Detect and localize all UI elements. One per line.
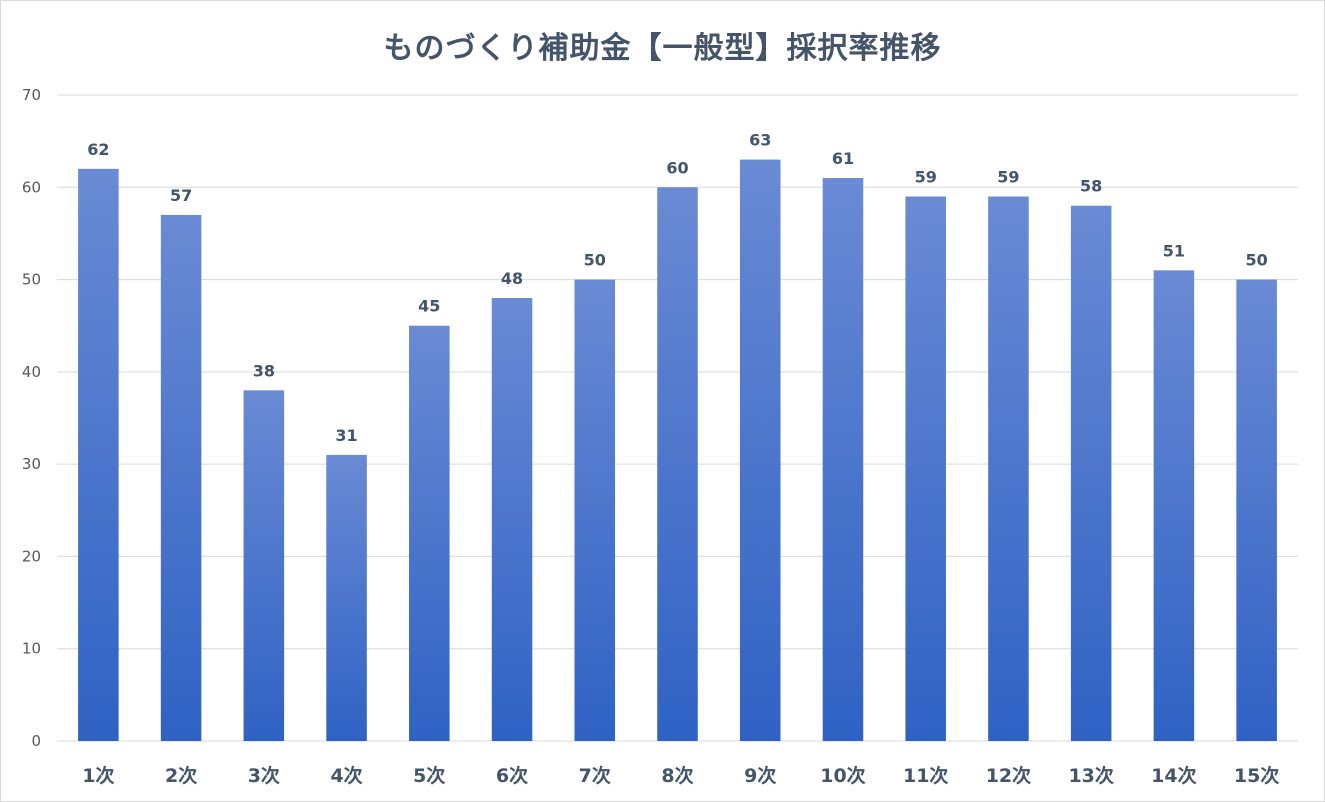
data-label: 38: [253, 361, 275, 380]
y-tick-label: 30: [22, 455, 41, 473]
x-category-label: 4次: [330, 764, 362, 787]
x-category-label: 5次: [413, 764, 445, 787]
data-label: 63: [749, 131, 771, 150]
y-tick-label: 10: [22, 640, 41, 658]
bar: [160, 214, 202, 741]
x-category-label: 3次: [248, 764, 280, 787]
data-label: 60: [666, 158, 688, 177]
y-axis-ticks: 0 10 20 30 40 50 60 70: [22, 86, 41, 750]
bar: [822, 178, 864, 742]
chart-title: ものづくり補助金【一般型】採択率推移: [383, 31, 942, 66]
bar: [905, 196, 946, 741]
bar: [326, 454, 367, 741]
bar: [1070, 205, 1112, 741]
x-category-label: 2次: [165, 764, 197, 787]
data-label: 45: [418, 297, 440, 316]
data-label: 31: [335, 426, 357, 445]
y-tick-label: 20: [22, 547, 41, 565]
y-tick-label: 70: [22, 86, 41, 104]
x-category-label: 10次: [820, 764, 865, 787]
bar: [409, 325, 450, 741]
x-category-label: 12次: [986, 764, 1031, 787]
y-tick-label: 40: [22, 363, 41, 381]
data-label: 51: [1163, 241, 1185, 260]
data-label: 57: [170, 186, 192, 205]
x-category-label: 7次: [579, 764, 611, 787]
bar: [491, 298, 533, 741]
x-category-label: 9次: [744, 764, 776, 787]
data-labels: 62 57 38 31 45 48 50 60 63 61 59 59 58 51 50: [87, 131, 1268, 445]
x-axis-categories: 1次 2次 3次 4次 5次 6次 7次 8次 9次 10次 11次 12次 13次 14次 15次: [82, 764, 1279, 787]
x-category-label: 6次: [496, 764, 528, 787]
data-label: 62: [87, 140, 109, 159]
x-category-label: 8次: [661, 764, 693, 787]
bar: [243, 390, 285, 741]
bar: [1153, 270, 1195, 741]
x-category-label: 15次: [1234, 764, 1279, 787]
x-category-label: 1次: [82, 764, 114, 787]
y-tick-label: 0: [31, 732, 41, 750]
data-label: 50: [584, 251, 606, 270]
x-category-label: 13次: [1068, 764, 1113, 787]
bars: [78, 159, 1277, 742]
x-category-label: 11次: [903, 764, 948, 787]
bar: [1236, 279, 1277, 741]
bar: [78, 168, 119, 742]
data-label: 48: [501, 269, 523, 288]
x-category-label: 14次: [1151, 764, 1196, 787]
data-label: 61: [832, 149, 854, 168]
data-label: 50: [1246, 251, 1268, 270]
bar: [574, 279, 616, 741]
bar: [988, 196, 1029, 741]
data-label: 59: [915, 168, 937, 187]
data-label: 59: [997, 168, 1019, 187]
bar: [739, 159, 781, 742]
y-tick-label: 60: [22, 178, 41, 196]
y-tick-label: 50: [22, 271, 41, 289]
bar: [657, 187, 698, 742]
data-label: 58: [1080, 177, 1102, 196]
